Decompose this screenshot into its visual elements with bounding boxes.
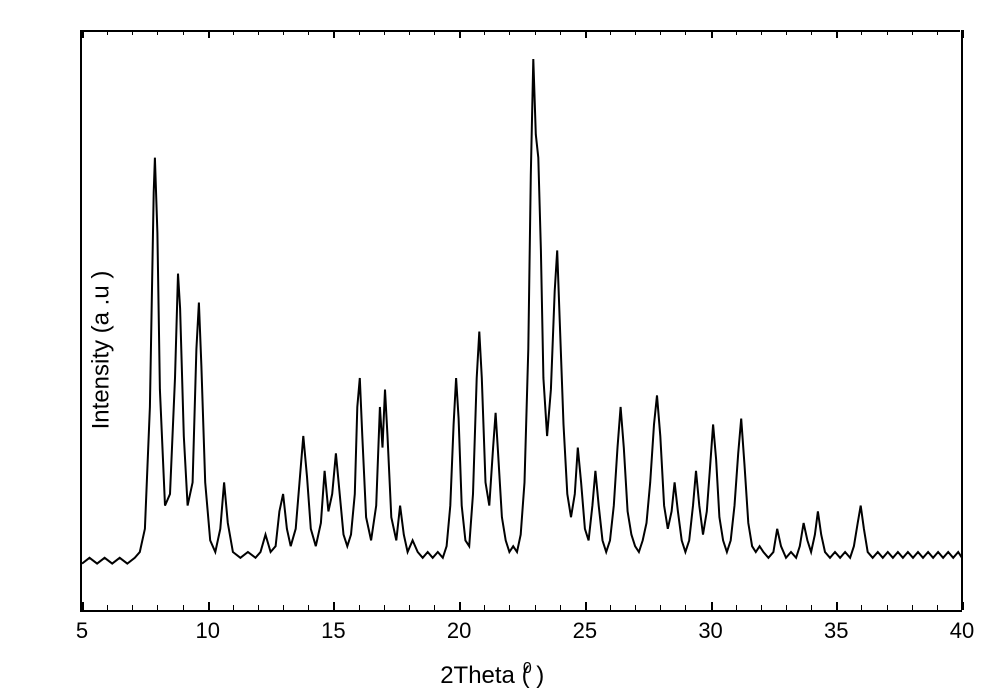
x-tick-minor — [535, 605, 536, 610]
x-tick-minor — [258, 605, 259, 610]
x-tick-top-minor — [283, 30, 284, 35]
x-tick-minor — [484, 605, 485, 610]
x-tick-top-minor — [434, 30, 435, 35]
spectrum-line — [82, 30, 962, 610]
x-tick-minor — [283, 605, 284, 610]
x-tick-top-minor — [635, 30, 636, 35]
x-tick-top-major — [836, 30, 838, 38]
x-tick-minor — [359, 605, 360, 610]
x-tick-top-minor — [359, 30, 360, 35]
x-tick-minor — [811, 605, 812, 610]
x-tick-minor — [434, 605, 435, 610]
x-tick-top-minor — [384, 30, 385, 35]
x-tick-label: 35 — [824, 618, 848, 644]
x-tick-top-minor — [183, 30, 184, 35]
x-tick-major — [82, 602, 84, 610]
x-tick-minor — [157, 605, 158, 610]
x-axis-label: 2Theta ( ) 0 — [440, 662, 560, 690]
x-tick-minor — [635, 605, 636, 610]
x-tick-top-major — [585, 30, 587, 38]
x-tick-top-minor — [157, 30, 158, 35]
x-tick-label: 40 — [950, 618, 974, 644]
x-tick-major — [333, 602, 335, 610]
x-tick-minor — [183, 605, 184, 610]
x-tick-minor — [761, 605, 762, 610]
x-tick-top-minor — [560, 30, 561, 35]
x-tick-minor — [132, 605, 133, 610]
x-tick-top-minor — [736, 30, 737, 35]
x-tick-minor — [912, 605, 913, 610]
x-tick-top-minor — [811, 30, 812, 35]
x-tick-top-minor — [484, 30, 485, 35]
x-tick-minor — [736, 605, 737, 610]
x-tick-top-minor — [258, 30, 259, 35]
x-tick-top-minor — [409, 30, 410, 35]
x-tick-minor — [685, 605, 686, 610]
x-tick-label: 15 — [321, 618, 345, 644]
x-tick-label: 5 — [76, 618, 88, 644]
x-tick-major — [836, 602, 838, 610]
plot-area: 510152025303540 — [80, 30, 962, 612]
x-tick-top-major — [333, 30, 335, 38]
x-tick-minor — [786, 605, 787, 610]
x-tick-label: 20 — [447, 618, 471, 644]
x-tick-major — [208, 602, 210, 610]
x-tick-top-minor — [887, 30, 888, 35]
x-tick-top-minor — [107, 30, 108, 35]
x-tick-top-minor — [308, 30, 309, 35]
x-tick-minor — [887, 605, 888, 610]
x-tick-top-minor — [786, 30, 787, 35]
x-tick-minor — [233, 605, 234, 610]
x-tick-label: 30 — [698, 618, 722, 644]
x-tick-major — [585, 602, 587, 610]
x-tick-top-minor — [233, 30, 234, 35]
x-tick-top-minor — [509, 30, 510, 35]
x-tick-minor — [610, 605, 611, 610]
x-tick-minor — [660, 605, 661, 610]
x-tick-top-minor — [912, 30, 913, 35]
x-tick-major — [962, 602, 964, 610]
x-tick-top-major — [962, 30, 964, 38]
x-tick-top-major — [208, 30, 210, 38]
x-tick-top-minor — [937, 30, 938, 35]
x-tick-major — [459, 602, 461, 610]
x-tick-top-minor — [685, 30, 686, 35]
degree-symbol: 0 — [523, 660, 532, 677]
x-tick-top-major — [459, 30, 461, 38]
x-tick-minor — [308, 605, 309, 610]
x-tick-minor — [560, 605, 561, 610]
x-tick-minor — [409, 605, 410, 610]
x-tick-major — [711, 602, 713, 610]
x-tick-label: 25 — [573, 618, 597, 644]
x-tick-minor — [937, 605, 938, 610]
x-tick-minor — [384, 605, 385, 610]
x-tick-top-minor — [610, 30, 611, 35]
x-tick-top-minor — [132, 30, 133, 35]
xrd-chart: 510152025303540 Intensity (a .u ) 2Theta… — [0, 0, 1000, 700]
x-tick-top-minor — [861, 30, 862, 35]
x-tick-top-minor — [535, 30, 536, 35]
x-tick-top-major — [711, 30, 713, 38]
x-tick-top-minor — [761, 30, 762, 35]
x-tick-label: 10 — [195, 618, 219, 644]
y-axis-label: Intensity (a .u ) — [87, 271, 115, 430]
x-tick-minor — [509, 605, 510, 610]
x-tick-minor — [861, 605, 862, 610]
x-tick-minor — [107, 605, 108, 610]
x-tick-top-major — [82, 30, 84, 38]
x-tick-top-minor — [660, 30, 661, 35]
